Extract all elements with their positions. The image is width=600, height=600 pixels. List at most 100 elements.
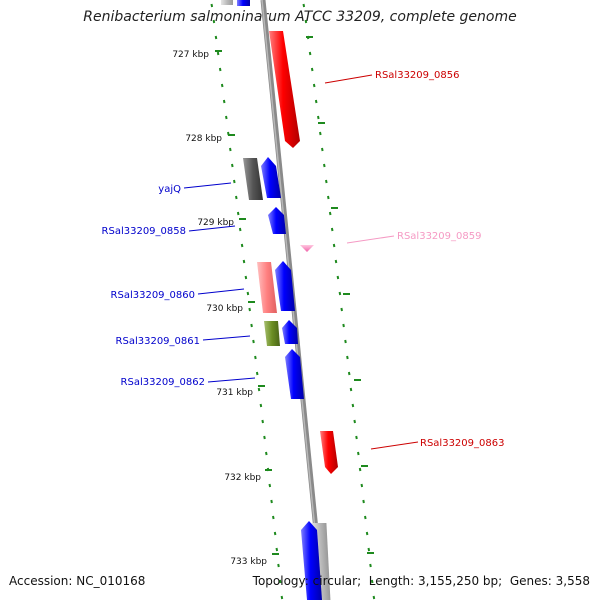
gene-pink-0860-neighbor[interactable] (257, 262, 277, 313)
track-dot (358, 467, 362, 472)
track-dot (347, 371, 351, 376)
track-dot (317, 115, 320, 120)
gene-top-partial-blue[interactable] (237, 0, 250, 6)
track-dot (310, 67, 314, 72)
track-dot (231, 163, 234, 168)
track-dot (312, 83, 316, 88)
track-dot (362, 499, 365, 504)
gene-RSal33209-0859[interactable] (300, 245, 314, 252)
accession-label: Accession: (9, 574, 73, 588)
track-dot (364, 515, 367, 520)
track-dot (304, 19, 308, 24)
track-dot (332, 243, 336, 248)
track-dot (365, 531, 369, 536)
track-dot (344, 339, 347, 344)
dotted-track-outer (302, 3, 376, 600)
track-dot (342, 323, 345, 328)
gene-olive-0861[interactable] (264, 321, 280, 346)
tick-label: 727 kbp (172, 50, 209, 60)
track-dot (214, 35, 218, 40)
gene-label-RSal33209-0862[interactable]: RSal33209_0862 (121, 377, 205, 388)
gene-label-RSal33209-0863[interactable]: RSal33209_0863 (420, 438, 504, 449)
track-dot (242, 259, 246, 264)
map-title: Renibacterium salmoninarum ATCC 33209, c… (83, 9, 517, 25)
track-dot (325, 179, 328, 184)
gene-label-yajQ[interactable]: yajQ (158, 184, 181, 195)
track-dot (273, 531, 277, 536)
track-dot (275, 547, 279, 552)
track-dot (346, 355, 349, 360)
track-dot (265, 451, 268, 456)
track-dot (233, 179, 236, 184)
gene-bottom-blue[interactable] (301, 521, 322, 600)
gene-top-partial-light[interactable] (221, 0, 233, 5)
track-dot (238, 227, 242, 232)
track-dot (308, 51, 312, 56)
topology-value: circular (312, 574, 358, 588)
track-dot (222, 99, 226, 104)
track-dot (225, 115, 228, 120)
track-dot (252, 339, 255, 344)
track-dot (321, 147, 324, 152)
gene-RSal33209-0862[interactable] (285, 349, 304, 399)
gene-gray-yajQ-neighbor[interactable] (243, 158, 263, 200)
track-dot (369, 563, 372, 568)
track-dot (353, 419, 356, 424)
tick-label: 732 kbp (224, 473, 261, 483)
outer-tick-marks (306, 36, 374, 554)
track-dot (244, 275, 248, 280)
tick-label: 729 kbp (197, 218, 234, 228)
track-dot (235, 195, 238, 200)
track-dot (302, 3, 306, 8)
track-dot (360, 483, 364, 488)
tick-733: 733 kbp (230, 553, 279, 567)
gene-label-RSal33209-0856[interactable]: RSal33209_0856 (375, 70, 459, 81)
topology-label: Topology: (252, 574, 309, 588)
track-dot (280, 595, 284, 600)
track-dot (268, 483, 272, 488)
track-dot (259, 403, 263, 408)
gene-RSal33209-0863[interactable] (320, 431, 338, 474)
track-dot (216, 51, 220, 56)
tick-732: 732 kbp (224, 469, 272, 483)
track-dot (334, 259, 338, 264)
dotted-track-inner (210, 3, 284, 600)
label-leaders (183, 74, 419, 450)
track-dot (370, 579, 374, 584)
track-dot (367, 547, 371, 552)
length-label: Length: (368, 574, 415, 588)
track-dot (250, 323, 253, 328)
gene-label-RSal33209-0860[interactable]: RSal33209_0860 (111, 290, 195, 301)
track-dot (349, 387, 353, 392)
accession-footer: Accession: NC_010168 (9, 574, 145, 588)
track-dot (270, 499, 273, 504)
tick-729: 729 kbp (197, 218, 246, 228)
gene-yajQ[interactable] (261, 157, 281, 198)
track-dot (314, 99, 318, 104)
gene-RSal33209-0858[interactable] (268, 207, 286, 234)
gene-label-RSal33209-0861[interactable]: RSal33209_0861 (116, 336, 200, 347)
gene-label-RSal33209-0859[interactable]: RSal33209_0859 (397, 231, 481, 242)
track-dot (240, 243, 244, 248)
track-dot (218, 67, 222, 72)
track-dot (327, 195, 330, 200)
track-dot (351, 403, 355, 408)
track-dot (330, 227, 334, 232)
accession-value: NC_010168 (76, 574, 146, 588)
track-dot (340, 307, 343, 312)
track-dot (257, 387, 261, 392)
gene-RSal33209-0856[interactable] (269, 31, 300, 148)
tick-727: 727 kbp (172, 50, 222, 60)
track-dot (255, 371, 259, 376)
track-dot (336, 275, 340, 280)
tick-730: 730 kbp (206, 301, 255, 314)
track-dot (236, 211, 240, 216)
track-dot (323, 163, 326, 168)
track-dot (372, 595, 376, 600)
track-dot (319, 131, 322, 136)
track-dot (278, 579, 282, 584)
gene-RSal33209-0860[interactable] (275, 261, 295, 311)
gene-label-RSal33209-0858[interactable]: RSal33209_0858 (102, 226, 186, 237)
gene-RSal33209-0861[interactable] (282, 320, 298, 344)
